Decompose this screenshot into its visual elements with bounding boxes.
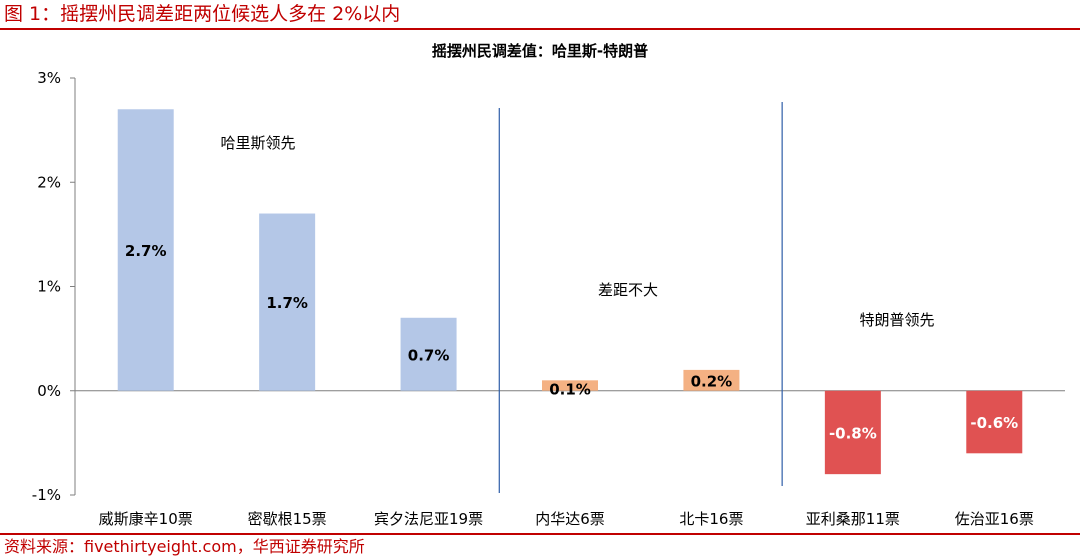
group-separators <box>498 102 783 493</box>
x-tick-label: 威斯康辛10票 <box>99 510 193 528</box>
bar <box>117 109 174 391</box>
x-tick-label: 宾夕法尼亚19票 <box>374 510 483 528</box>
bar <box>966 390 1023 454</box>
bar <box>824 390 881 475</box>
margin-bar-chart: 摇摆州民调差值：哈里斯-特朗普 3% 2% 1% 0% -1% 2.7% 1.7% 0.7%… <box>32 42 1065 528</box>
bar <box>542 380 598 391</box>
y-tick-label: 1% <box>37 278 61 296</box>
y-tick-label: 0% <box>37 382 61 400</box>
top-divider <box>0 28 1080 30</box>
annotation: 哈里斯领先 <box>220 134 295 152</box>
x-tick-label: 佐治亚16票 <box>955 510 1034 528</box>
chart-title: 摇摆州民调差值：哈里斯-特朗普 <box>432 42 648 60</box>
data-label: 2.7% <box>125 242 167 260</box>
y-tick-label: -1% <box>32 486 61 504</box>
x-tick-label: 内华达6票 <box>535 510 605 528</box>
y-tick-label: 2% <box>37 173 61 191</box>
figure-title: 图 1：摇摆州民调差距两位候选人多在 2%以内 <box>4 3 401 25</box>
y-tick-label: 3% <box>37 69 61 87</box>
annotation: 特朗普领先 <box>859 311 934 329</box>
source-note: 资料来源：fivethirtyeight.com，华西证券研究所 <box>4 537 365 556</box>
bottom-divider <box>0 533 1080 535</box>
data-label: 0.2% <box>691 372 733 390</box>
data-label: -0.8% <box>829 424 877 442</box>
x-axis-labels: 威斯康辛10票 密歇根15票 宾夕法尼亚19票 内华达6票 北卡16票 亚利桑那11票 佐治… <box>99 510 1034 528</box>
x-tick-label: 密歇根15票 <box>248 510 327 528</box>
bar <box>259 213 316 391</box>
data-label: 0.7% <box>408 346 450 364</box>
bar <box>400 317 457 391</box>
x-tick-label: 亚利桑那11票 <box>806 510 900 528</box>
annotation: 差距不大 <box>598 281 658 299</box>
data-label: 1.7% <box>266 294 308 312</box>
data-label: 0.1% <box>549 380 591 398</box>
x-tick-label: 北卡16票 <box>679 510 743 528</box>
bars: 2.7% 1.7% 0.7% 0.1% 0.2% -0.8% -0.6% <box>117 109 1023 475</box>
bar <box>683 369 740 391</box>
y-axis: 3% 2% 1% 0% -1% <box>32 69 1065 504</box>
data-label: -0.6% <box>970 414 1018 432</box>
